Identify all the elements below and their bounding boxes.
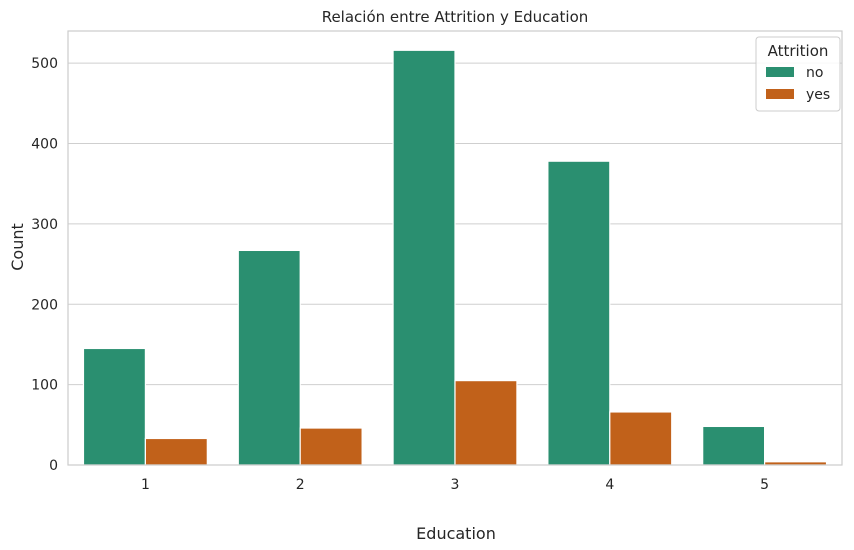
bar-no-2	[237, 249, 301, 466]
bar-no-5	[702, 425, 766, 466]
x-axis-label: Education	[416, 524, 496, 543]
y-tick-label: 100	[31, 378, 58, 394]
bar-no-4	[547, 160, 611, 466]
legend-label-yes: yes	[806, 87, 830, 103]
x-tick-label: 2	[296, 477, 305, 493]
legend-title: Attrition	[768, 42, 829, 60]
x-tick-label: 3	[451, 477, 460, 493]
legend-label-no: no	[806, 65, 823, 81]
chart-title: Relación entre Attrition y Education	[322, 8, 589, 26]
y-tick-label: 200	[31, 297, 58, 313]
bar-no-1	[82, 347, 147, 466]
bar-yes-2	[299, 427, 363, 466]
x-tick-label: 1	[141, 477, 150, 493]
y-tick-label: 0	[49, 458, 58, 474]
legend-swatch-yes	[766, 89, 794, 99]
y-tick-label: 300	[31, 217, 58, 233]
y-tick-label: 400	[31, 137, 58, 153]
plot-frame	[67, 30, 843, 466]
x-tick-label: 4	[605, 477, 614, 493]
y-axis-ticks: 0 100 200 300 400 500	[31, 56, 58, 474]
y-axis-label: Count	[8, 223, 27, 271]
bar-no-3	[392, 49, 456, 466]
bar-yes-1	[144, 437, 208, 466]
x-axis-ticks: 1 2 3 4 5	[141, 477, 769, 493]
x-tick-label: 5	[760, 477, 769, 493]
bars	[82, 49, 828, 466]
bar-yes-3	[454, 380, 518, 466]
bar-yes-4	[609, 411, 673, 466]
y-tick-label: 500	[31, 56, 58, 72]
legend-swatch-no	[766, 67, 794, 77]
legend: Attrition no yes	[755, 36, 841, 112]
